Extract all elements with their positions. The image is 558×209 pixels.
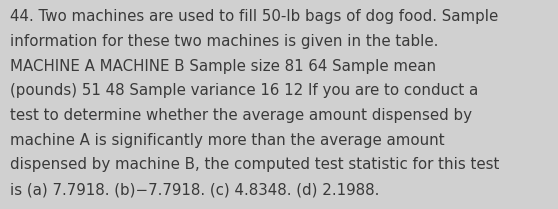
Text: (pounds) 51 48 Sample variance 16 12 If you are to conduct a: (pounds) 51 48 Sample variance 16 12 If … <box>10 83 478 98</box>
Text: test to determine whether the average amount dispensed by: test to determine whether the average am… <box>10 108 472 123</box>
Text: 44. Two machines are used to fill 50-lb bags of dog food. Sample: 44. Two machines are used to fill 50-lb … <box>10 9 498 24</box>
Text: dispensed by machine B, the computed test statistic for this test: dispensed by machine B, the computed tes… <box>10 157 499 172</box>
Text: information for these two machines is given in the table.: information for these two machines is gi… <box>10 34 439 49</box>
Text: MACHINE A MACHINE B Sample size 81 64 Sample mean: MACHINE A MACHINE B Sample size 81 64 Sa… <box>10 59 436 74</box>
Text: is (a) 7.7918. (b)−7.7918. (c) 4.8348. (d) 2.1988.: is (a) 7.7918. (b)−7.7918. (c) 4.8348. (… <box>10 182 379 197</box>
Text: machine A is significantly more than the average amount: machine A is significantly more than the… <box>10 133 445 148</box>
